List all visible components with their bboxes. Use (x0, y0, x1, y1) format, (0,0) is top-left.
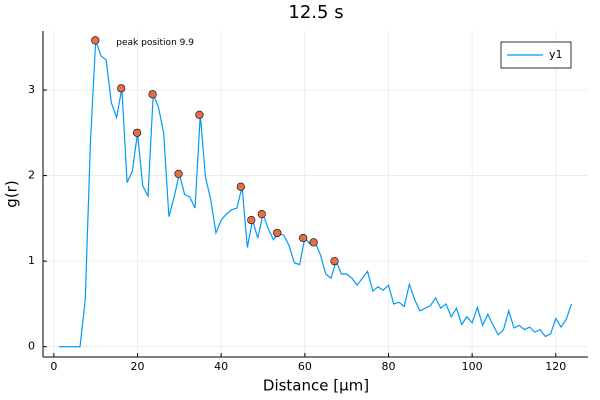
y-tick-label: 2 (28, 169, 35, 182)
x-tick-label: 20 (131, 360, 145, 373)
peak-point (309, 238, 318, 247)
y-tick-label: 3 (28, 83, 35, 96)
peak-point (273, 228, 282, 238)
chart-title: 12.5 s (288, 2, 343, 23)
y-tick-label: 0 (28, 340, 35, 353)
peak-point (133, 128, 142, 137)
peak-point (299, 233, 308, 243)
peak-point (247, 215, 256, 225)
x-tick-label: 60 (298, 360, 312, 373)
peak-point (330, 257, 339, 266)
data-line (59, 40, 573, 348)
peak-point (148, 90, 157, 99)
x-axis-label: Distance [μm] (263, 377, 369, 395)
y-tick-label: 1 (28, 254, 35, 267)
x-tick-label: 80 (381, 360, 395, 373)
x-tick-label: 120 (545, 360, 566, 373)
y-axis-label: g(r) (3, 180, 21, 207)
peak-point (91, 36, 100, 45)
legend-label: y1 (549, 48, 563, 61)
peak-point (236, 182, 245, 191)
x-tick-label: 0 (50, 360, 57, 373)
x-tick-label: 100 (462, 360, 483, 373)
peak-point (257, 210, 266, 219)
annotation: peak position 9.9 (116, 38, 194, 48)
peak-point (195, 110, 204, 119)
x-tick-label: 40 (214, 360, 228, 373)
peak-point (117, 84, 126, 93)
peak-point (174, 169, 183, 178)
